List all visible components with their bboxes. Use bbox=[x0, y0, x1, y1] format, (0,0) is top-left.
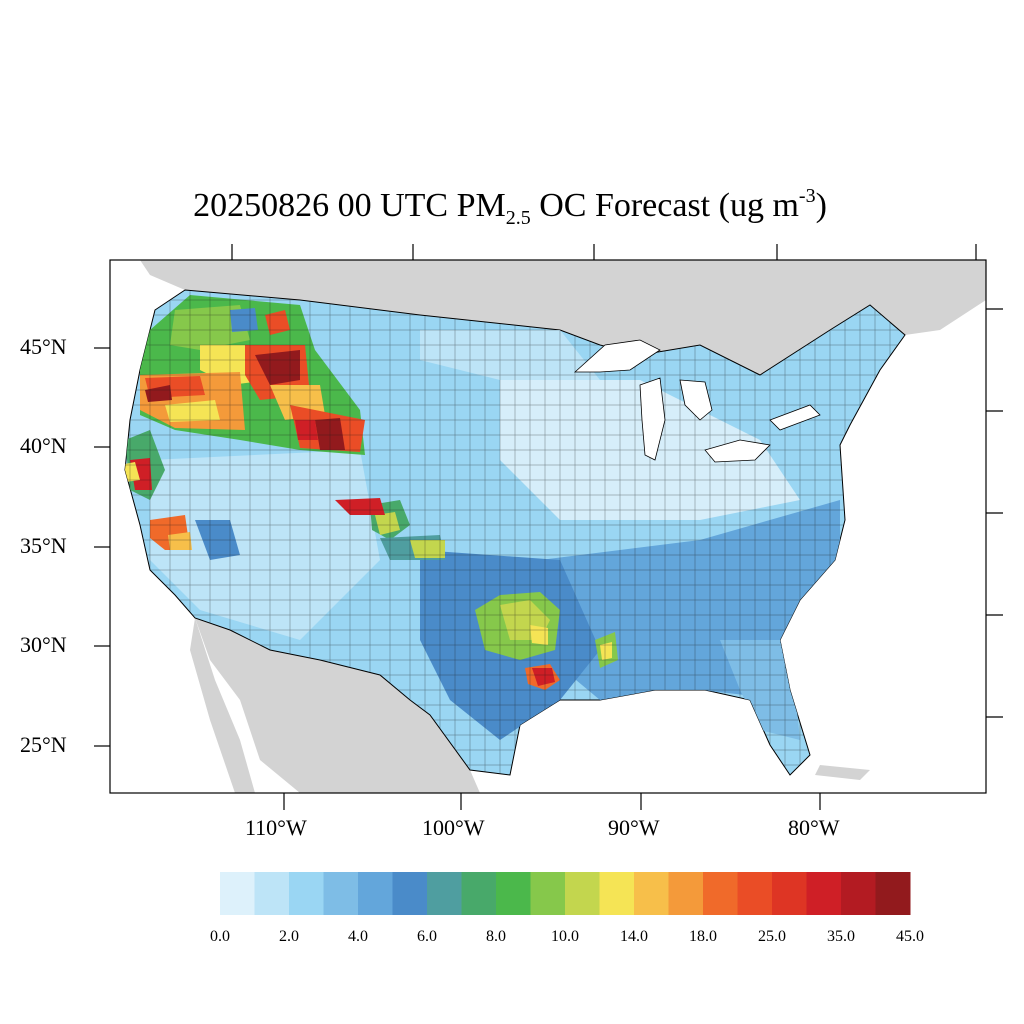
lon-label-80: 80°W bbox=[788, 815, 840, 840]
colorbar-label: 35.0 bbox=[827, 928, 855, 945]
map-frame bbox=[109, 259, 987, 794]
colorbar-label: 14.0 bbox=[620, 928, 648, 945]
lat-label-40: 40°N bbox=[20, 433, 67, 458]
title-superscript: -3 bbox=[798, 185, 816, 207]
colorbar-swatch bbox=[254, 872, 290, 915]
colorbar-swatch bbox=[703, 872, 738, 915]
colorbar-swatch bbox=[530, 872, 566, 915]
right-ticks bbox=[986, 308, 1003, 718]
colorbar-swatch bbox=[392, 872, 428, 915]
colorbar-swatch bbox=[668, 872, 704, 915]
top-ticks bbox=[231, 244, 977, 260]
colorbar-swatch bbox=[358, 872, 393, 915]
colorbar-swatch bbox=[289, 872, 324, 915]
colorbar-label: 10.0 bbox=[551, 928, 579, 945]
colorbar-swatch bbox=[220, 872, 255, 915]
lon-label-100: 100°W bbox=[422, 815, 485, 840]
lon-label-110: 110°W bbox=[245, 815, 307, 840]
colorbar-label: 45.0 bbox=[896, 928, 924, 945]
colorbar-label: 8.0 bbox=[486, 928, 506, 945]
left-ticks bbox=[94, 347, 110, 747]
title-subscript: 2.5 bbox=[505, 207, 531, 229]
colorbar-swatch bbox=[496, 872, 531, 915]
colorbar-swatch bbox=[772, 872, 807, 915]
lat-label-30: 30°N bbox=[20, 632, 67, 657]
colorbar bbox=[220, 872, 911, 915]
colorbar-swatch bbox=[565, 872, 600, 915]
colorbar-swatch bbox=[737, 872, 773, 915]
colorbar-label: 4.0 bbox=[348, 928, 368, 945]
lon-label-90: 90°W bbox=[608, 815, 660, 840]
map-title: 20250826 00 UTC PM2.5 OC Forecast (ug m-… bbox=[193, 185, 827, 229]
colorbar-swatch bbox=[806, 872, 842, 915]
colorbar-label: 18.0 bbox=[689, 928, 717, 945]
colorbar-swatch bbox=[841, 872, 876, 915]
great-lakes bbox=[573, 339, 821, 463]
colorbar-swatch bbox=[427, 872, 462, 915]
colorbar-swatch bbox=[875, 872, 911, 915]
colorbar-label: 0.0 bbox=[210, 928, 230, 945]
colorbar-swatch bbox=[461, 872, 497, 915]
colorbar-label: 25.0 bbox=[758, 928, 786, 945]
colorbar-label: 2.0 bbox=[279, 928, 299, 945]
colorbar-label: 6.0 bbox=[417, 928, 437, 945]
colorbar-swatch bbox=[634, 872, 669, 915]
lat-label-45: 45°N bbox=[20, 334, 67, 359]
lat-label-35: 35°N bbox=[20, 533, 67, 558]
lat-label-25: 25°N bbox=[20, 732, 67, 757]
colorbar-swatch bbox=[323, 872, 359, 915]
conus-concentration bbox=[124, 289, 906, 776]
colorbar-swatch bbox=[599, 872, 635, 915]
bottom-ticks bbox=[283, 793, 821, 810]
